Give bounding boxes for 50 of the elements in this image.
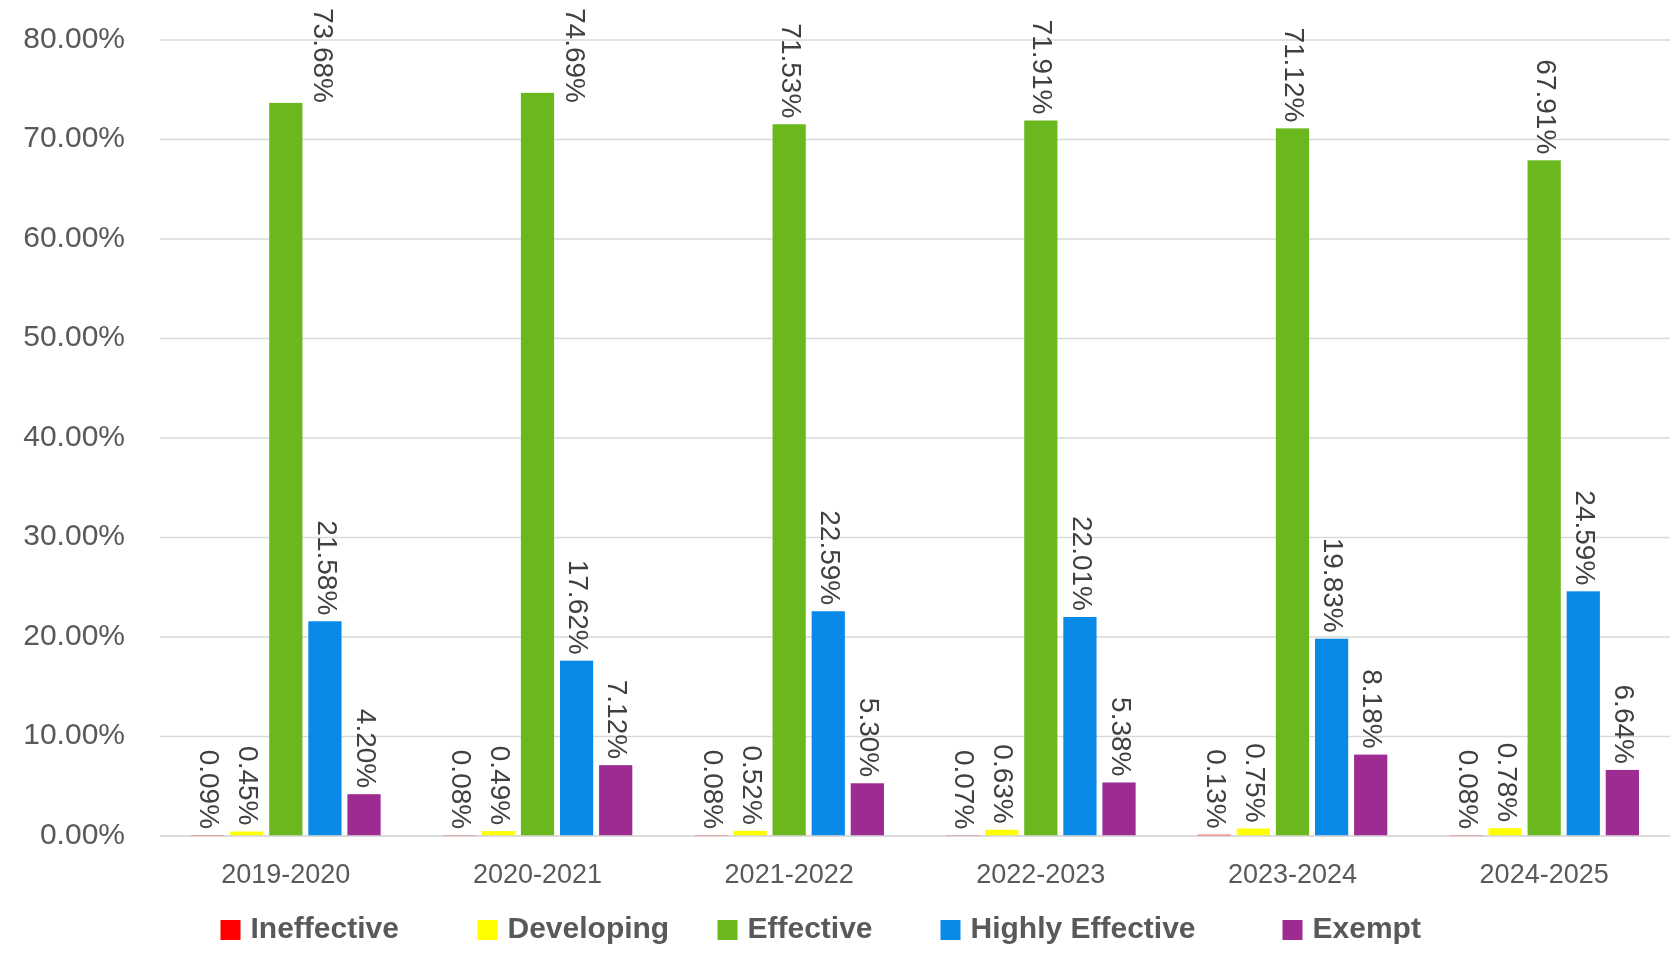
text: 22.01%	[1066, 516, 1098, 611]
text: 0.78%	[1491, 742, 1523, 823]
legend-label: Highly Effective	[970, 910, 1196, 944]
x-tick-label: 2021-2022	[724, 859, 854, 890]
text: 22.59%	[814, 510, 846, 606]
text: 71.12%	[1279, 27, 1311, 123]
y-tick-label: 40.00%	[23, 418, 125, 452]
x-tick-label: 2019-2020	[221, 859, 351, 890]
y-tick-label: 60.00%	[23, 219, 125, 253]
text: 0.63%	[988, 744, 1020, 824]
text: 0.49%	[485, 745, 517, 826]
text: 73.68%	[308, 8, 340, 103]
text: 17.62%	[563, 559, 595, 655]
text: 8.18%	[1357, 669, 1389, 749]
text: 21.58%	[311, 520, 343, 616]
legend-label: Developing	[507, 910, 670, 944]
text: 6.64%	[1608, 684, 1640, 764]
y-tick-label: 20.00%	[23, 617, 125, 651]
y-tick-label: 30.00%	[23, 518, 125, 552]
x-tick-label: 2023-2024	[1227, 859, 1358, 890]
text: 5.38%	[1105, 697, 1137, 777]
text: 71.53%	[775, 23, 807, 119]
y-tick-label: 70.00%	[23, 120, 125, 154]
text: 67.91%	[1530, 59, 1562, 155]
text: 0.08%	[1452, 749, 1484, 830]
text: 19.83%	[1318, 537, 1350, 633]
text: 4.20%	[350, 708, 382, 789]
text: 24.59%	[1569, 490, 1601, 586]
text: 0.07%	[949, 749, 981, 830]
text: 0.08%	[445, 749, 477, 830]
text: 7.12%	[602, 679, 634, 760]
x-tick-label: 2022-2023	[976, 859, 1106, 890]
text: 0.09%	[194, 749, 226, 830]
text: 0.52%	[736, 745, 768, 825]
text: 0.08%	[697, 749, 729, 830]
y-tick-label: 10.00%	[23, 717, 125, 751]
text: 71.91%	[1027, 19, 1059, 115]
y-tick-label: 80.00%	[23, 20, 125, 54]
text: 5.30%	[853, 697, 885, 778]
text: 0.45%	[233, 746, 265, 826]
y-tick-label: 0.00%	[39, 816, 125, 850]
y-tick-label: 50.00%	[23, 319, 125, 353]
text: 74.69%	[560, 8, 592, 103]
text: 0.13%	[1200, 749, 1232, 829]
x-tick-label: 2024-2025	[1479, 859, 1609, 890]
x-tick-label: 2020-2021	[472, 859, 603, 890]
legend-label: Effective	[747, 910, 873, 944]
legend-label: Exempt	[1312, 910, 1421, 944]
text: 0.75%	[1240, 743, 1272, 823]
legend-label: Ineffective	[250, 910, 399, 944]
